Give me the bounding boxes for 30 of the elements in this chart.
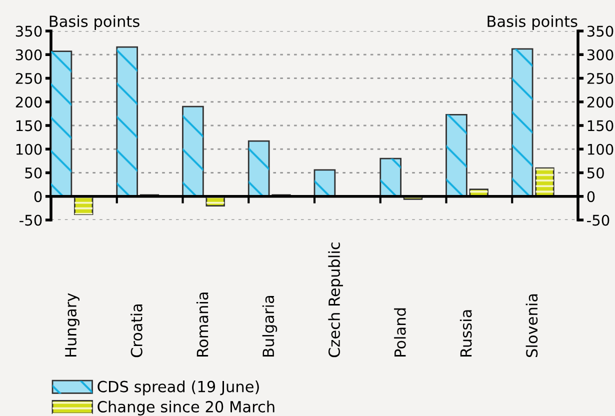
y2-tick-label: 50	[587, 167, 604, 178]
legend-label: Change since 20 March	[98, 400, 274, 416]
y-axis-title: Basis points	[50, 15, 140, 30]
y-tick-label: 350	[16, 26, 42, 37]
y2-tick-label: 350	[587, 26, 614, 37]
y2-tick-label: 0	[587, 191, 595, 202]
x-tick-label: Romania	[196, 292, 208, 356]
y2-tick-label: -50	[587, 214, 610, 226]
y-tick-label: 50	[25, 167, 42, 178]
y-tick-label: 150	[16, 120, 42, 132]
y-tick-label: 250	[16, 72, 42, 84]
x-tick-label: Russia	[460, 310, 472, 356]
y-tick-label: -50	[20, 214, 42, 226]
y2-tick-label: 100	[588, 144, 614, 155]
x-tick-label: Slovenia	[526, 294, 538, 357]
x-tick-label: Hungary	[65, 293, 80, 356]
legend-label: CDS spread (19 June)	[98, 380, 259, 396]
y2-tick-label: 250	[587, 72, 614, 84]
y-tick-label: 200	[16, 96, 42, 108]
y-tick-label: 300	[16, 49, 42, 60]
x-tick-label: Czech Republic	[328, 242, 343, 358]
y2-tick-label: 300	[587, 49, 614, 60]
x-tick-label: Croatia	[130, 304, 142, 358]
y2-axis-title: Basis points	[488, 15, 578, 30]
x-tick-label: Poland	[394, 308, 406, 356]
y2-tick-label: 150	[588, 120, 614, 132]
y-tick-label: 100	[16, 144, 42, 155]
y-tick-label: 0	[34, 191, 42, 202]
x-tick-label: Bulgaria	[262, 296, 278, 356]
y2-tick-label: 200	[587, 96, 614, 108]
